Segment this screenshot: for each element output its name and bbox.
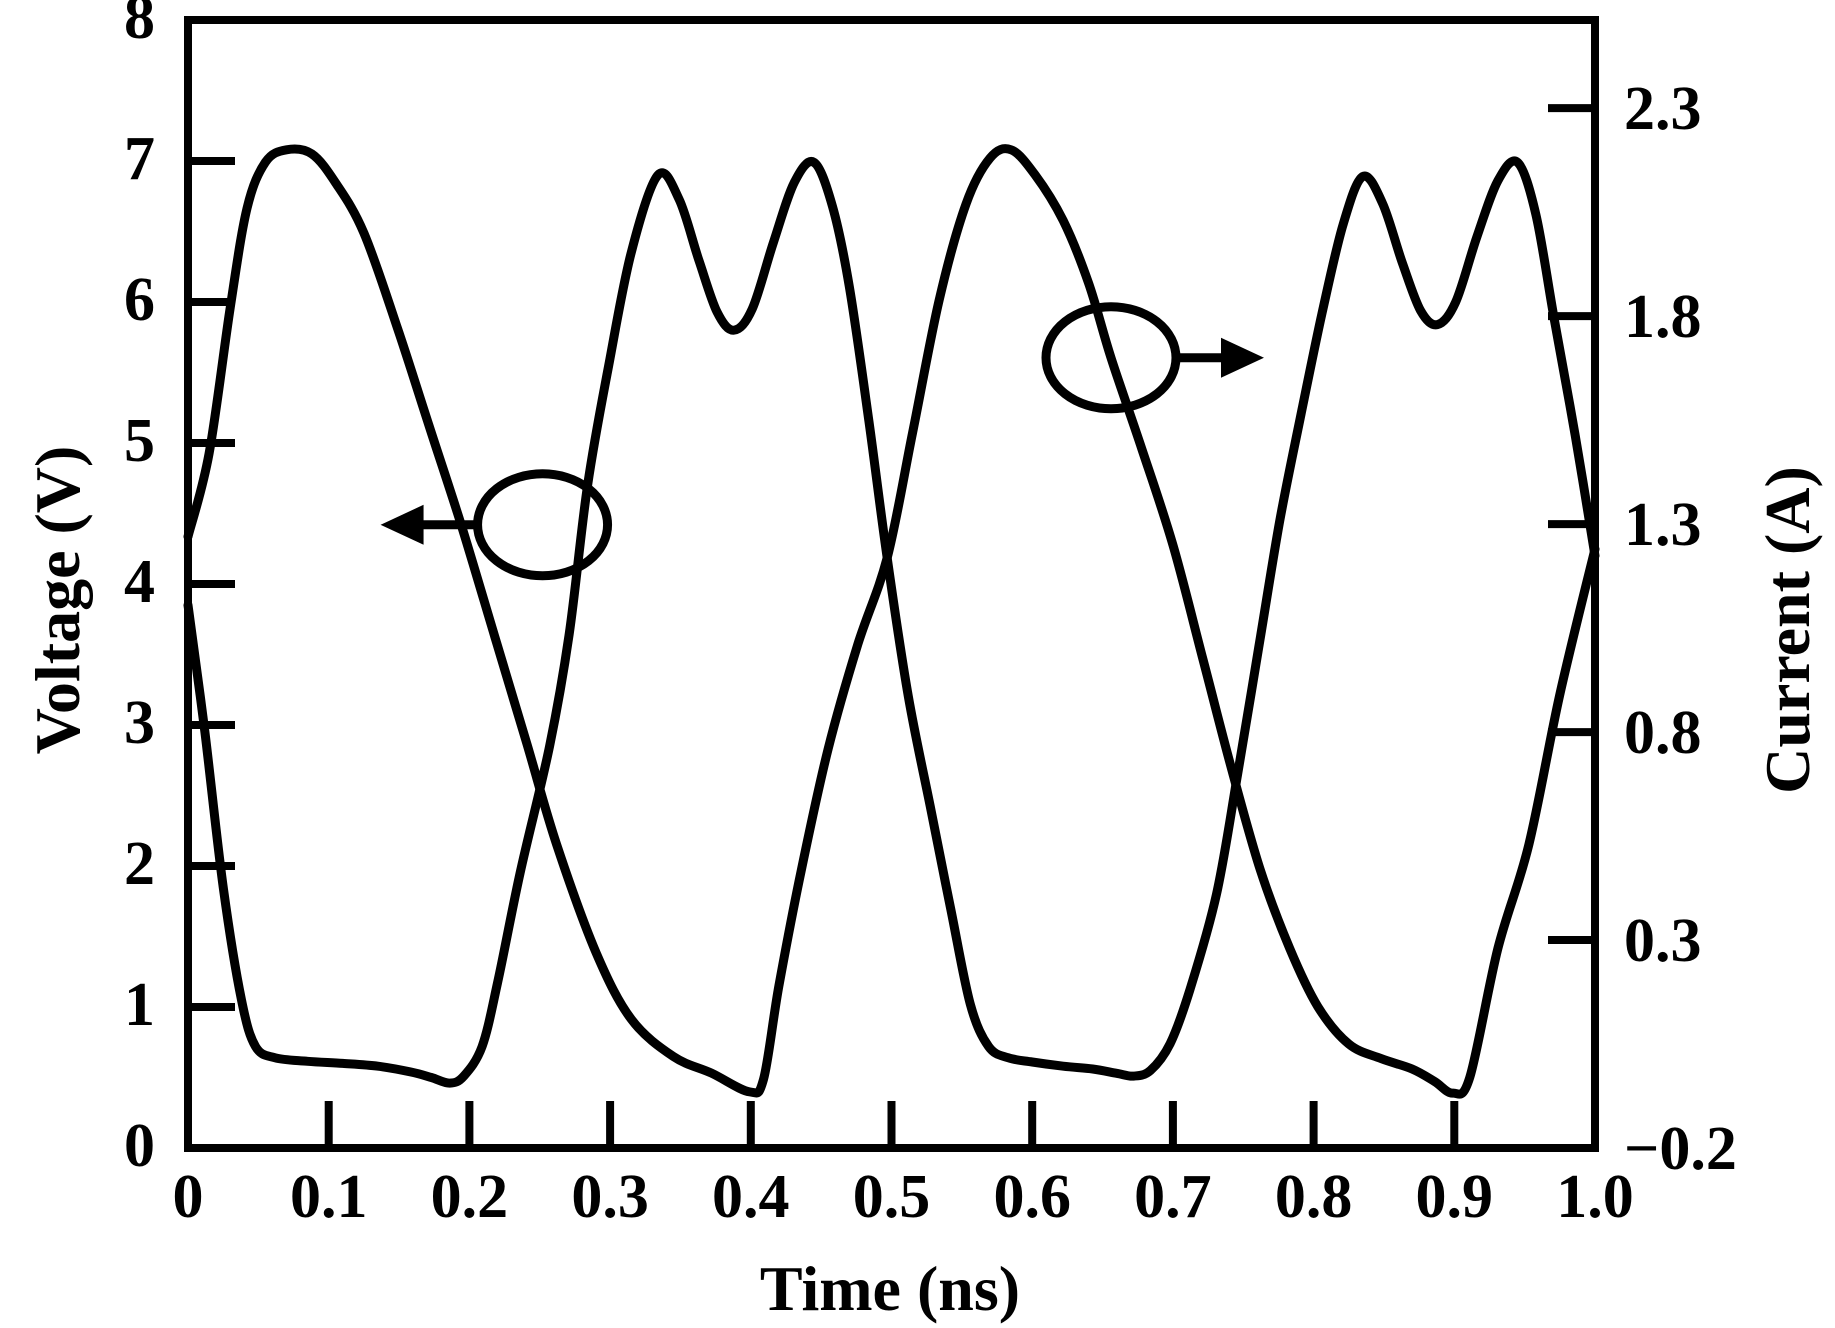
x-tick-label: 0.4 <box>712 1163 790 1231</box>
current-curve-marker-arrow-head <box>1220 337 1264 378</box>
x-tick-label: 0.2 <box>430 1163 509 1231</box>
x-tick-label: 0.9 <box>1415 1163 1494 1231</box>
x-tick-label: 1.0 <box>1556 1163 1634 1231</box>
x-tick-label: 0 <box>172 1163 204 1231</box>
right-tick-label: −0.2 <box>1624 1115 1737 1183</box>
left-tick-label: 0 <box>124 1112 155 1180</box>
right-tick-label: 0.8 <box>1624 699 1702 768</box>
left-tick-label: 3 <box>124 689 155 757</box>
voltage-curve <box>183 156 1600 1088</box>
voltage-curve-marker-arrow-head <box>380 504 424 545</box>
x-tick-label: 0.7 <box>1134 1163 1212 1231</box>
right-tick-label: 0.3 <box>1624 907 1702 976</box>
x-axis-title: Time (ns) <box>759 1253 1021 1324</box>
x-tick-label: 0.1 <box>289 1163 368 1231</box>
left-axis-title: Voltage (V) <box>22 445 93 755</box>
right-axis-title: Current (A) <box>1752 466 1823 794</box>
left-tick-label: 7 <box>124 125 155 193</box>
x-tick-label: 0.3 <box>571 1163 649 1231</box>
left-tick-label: 5 <box>124 407 155 475</box>
left-tick-label: 2 <box>124 830 155 898</box>
x-tick-label: 0.8 <box>1274 1163 1353 1231</box>
voltage-curve-marker-ellipse <box>473 469 613 581</box>
current-curve <box>183 144 1600 1099</box>
left-tick-label: 4 <box>124 548 155 616</box>
x-tick-label: 0.5 <box>852 1163 931 1231</box>
x-tick-label: 0.6 <box>993 1163 1071 1231</box>
right-tick-label: 1.3 <box>1624 491 1702 560</box>
left-tick-label: 8 <box>124 0 155 52</box>
right-tick-label: 2.3 <box>1624 75 1702 144</box>
left-tick-label: 6 <box>124 266 155 334</box>
left-tick-label: 1 <box>124 971 155 1039</box>
right-tick-label: 1.8 <box>1624 283 1702 352</box>
